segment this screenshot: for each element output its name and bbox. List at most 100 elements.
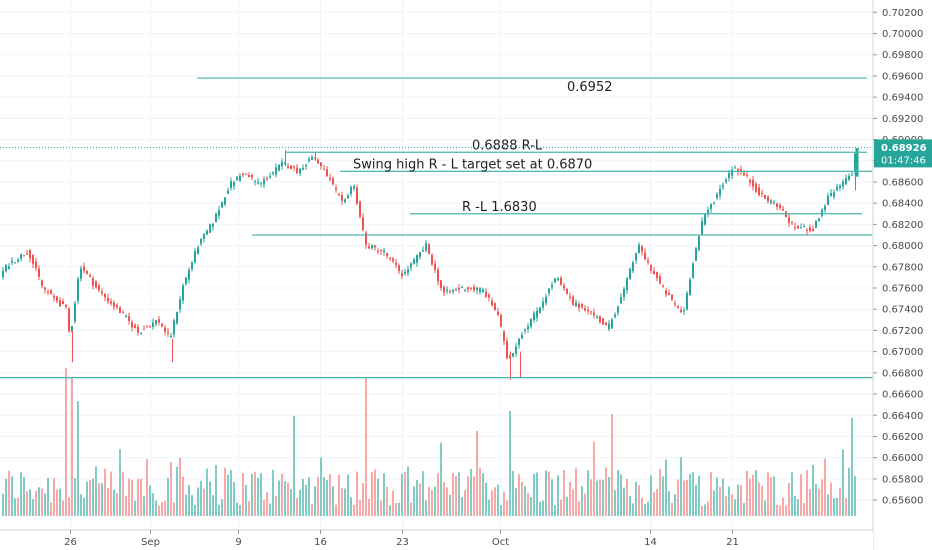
candle[interactable] (587, 306, 589, 315)
candle[interactable] (494, 302, 496, 311)
candle[interactable] (368, 242, 370, 249)
candle[interactable] (503, 330, 505, 346)
candle[interactable] (797, 224, 799, 230)
candle[interactable] (731, 166, 733, 179)
candle[interactable] (464, 288, 466, 293)
candle[interactable] (269, 172, 271, 180)
candle[interactable] (512, 352, 514, 358)
candle[interactable] (671, 294, 673, 302)
candle[interactable] (395, 258, 397, 269)
candle[interactable] (353, 184, 355, 192)
candle[interactable] (782, 205, 784, 211)
candle[interactable] (188, 267, 190, 284)
candle[interactable] (158, 315, 160, 326)
candle[interactable] (560, 275, 562, 286)
candle[interactable] (197, 245, 199, 255)
candle[interactable] (794, 222, 796, 231)
candle[interactable] (752, 176, 754, 191)
candle[interactable] (98, 283, 100, 293)
candle[interactable] (812, 225, 814, 232)
candle[interactable] (563, 282, 565, 291)
candle[interactable] (413, 257, 415, 265)
candle[interactable] (683, 307, 685, 315)
candle[interactable] (323, 165, 325, 171)
candle[interactable] (383, 247, 385, 256)
candle[interactable] (566, 288, 568, 295)
candle[interactable] (602, 318, 604, 325)
candle[interactable] (800, 223, 802, 229)
candle[interactable] (452, 288, 454, 295)
candle[interactable] (290, 165, 292, 170)
candle[interactable] (260, 182, 262, 188)
candle[interactable] (53, 293, 55, 302)
candle[interactable] (839, 183, 841, 192)
candle[interactable] (434, 260, 436, 274)
candle[interactable] (212, 222, 214, 231)
candle[interactable] (155, 319, 157, 327)
candle[interactable] (626, 277, 628, 295)
candle[interactable] (20, 253, 22, 262)
candle[interactable] (827, 192, 829, 206)
candle[interactable] (740, 165, 742, 176)
candle[interactable] (278, 164, 280, 172)
candle[interactable] (74, 300, 76, 324)
candle[interactable] (179, 296, 181, 313)
candle[interactable] (590, 311, 592, 315)
candle[interactable] (386, 252, 388, 259)
candle[interactable] (554, 277, 556, 284)
candle[interactable] (41, 279, 43, 289)
candle[interactable] (182, 283, 184, 304)
candle[interactable] (293, 165, 295, 172)
candle[interactable] (332, 176, 334, 186)
candle[interactable] (164, 325, 166, 336)
candle[interactable] (275, 163, 277, 178)
candle[interactable] (584, 305, 586, 312)
candle[interactable] (734, 165, 736, 169)
candle[interactable] (329, 173, 331, 182)
candle[interactable] (641, 245, 643, 256)
candle[interactable] (620, 293, 622, 305)
candle[interactable] (449, 289, 451, 294)
candle[interactable] (404, 268, 406, 276)
candle[interactable] (680, 306, 682, 314)
candle[interactable] (35, 257, 37, 271)
candle[interactable] (815, 220, 817, 229)
candle[interactable] (230, 177, 232, 191)
candle[interactable] (215, 212, 217, 223)
candle[interactable] (638, 242, 640, 254)
candle[interactable] (476, 286, 478, 295)
candle[interactable] (764, 194, 766, 199)
candle[interactable] (101, 288, 103, 296)
candle[interactable] (770, 199, 772, 205)
candle[interactable] (14, 261, 16, 264)
candle[interactable] (170, 332, 172, 338)
candle[interactable] (836, 183, 838, 192)
candle[interactable] (605, 321, 607, 326)
candle[interactable] (617, 305, 619, 316)
candle[interactable] (161, 322, 163, 328)
candle[interactable] (206, 229, 208, 236)
candle[interactable] (272, 171, 274, 176)
candle[interactable] (359, 200, 361, 219)
candle[interactable] (632, 260, 634, 274)
candle[interactable] (668, 289, 670, 296)
candle[interactable] (710, 203, 712, 213)
candle[interactable] (5, 263, 7, 273)
candle[interactable] (185, 277, 187, 286)
candle[interactable] (623, 286, 625, 302)
candle[interactable] (482, 287, 484, 294)
candle[interactable] (26, 249, 28, 255)
candle[interactable] (443, 285, 445, 297)
candle[interactable] (221, 201, 223, 208)
candle[interactable] (338, 192, 340, 197)
candle[interactable] (149, 325, 151, 328)
candle[interactable] (347, 193, 349, 199)
candle[interactable] (431, 253, 433, 266)
candle[interactable] (485, 288, 487, 298)
candle[interactable] (104, 293, 106, 302)
candle[interactable] (527, 323, 529, 333)
candle[interactable] (599, 315, 601, 324)
candle[interactable] (227, 187, 229, 194)
candle[interactable] (152, 318, 154, 330)
